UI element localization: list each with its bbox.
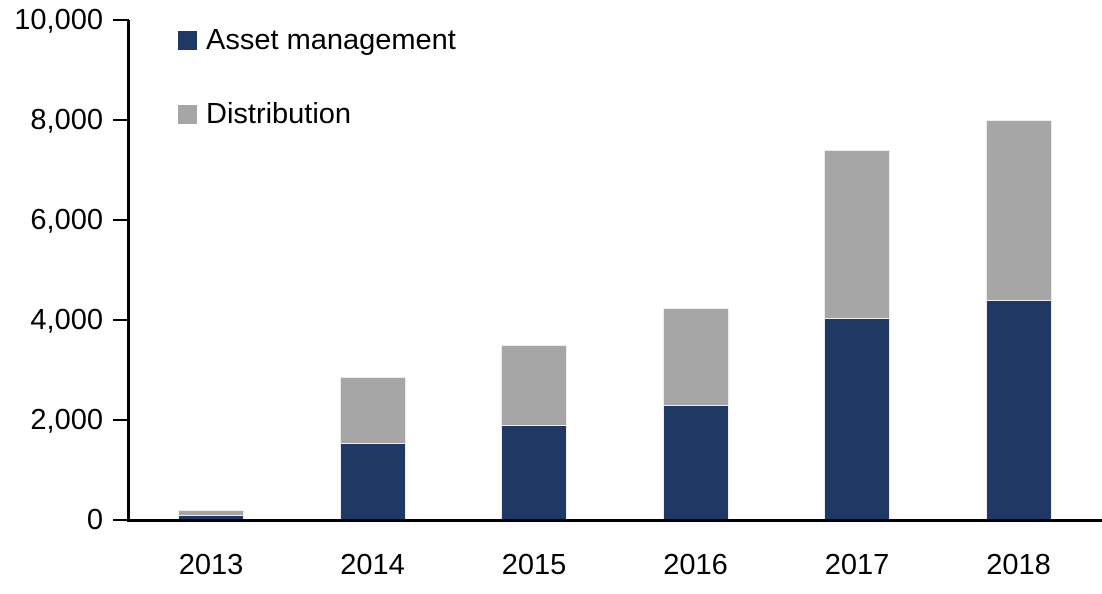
bar-segment-2018-asset-management: [985, 300, 1052, 520]
legend-label: Asset management: [206, 24, 456, 56]
y-axis-tick-label: 8,000: [30, 104, 103, 136]
legend-item-asset-management: Asset management: [178, 24, 456, 56]
bar-segment-2014-distribution: [339, 376, 406, 443]
x-axis-label-2015: 2015: [501, 549, 567, 581]
bar-segment-2013-distribution: [178, 510, 244, 515]
y-axis-tick: [113, 319, 129, 321]
bar-segment-2016-distribution: [662, 307, 729, 405]
bar-segment-2017-asset-management: [824, 317, 890, 520]
x-axis-line: [127, 519, 1102, 522]
legend-swatch-icon: [178, 104, 197, 124]
legend-swatch-icon: [178, 30, 197, 50]
legend-label: Distribution: [206, 98, 352, 130]
y-axis-tick-label: 2,000: [30, 404, 103, 436]
y-axis-tick-label: 6,000: [30, 204, 103, 236]
y-axis-tick-label: 10,000: [14, 4, 103, 36]
bar-segment-2018-distribution: [985, 120, 1052, 300]
y-axis-tick: [113, 119, 129, 121]
y-axis-tick: [113, 219, 129, 221]
x-axis-label-2018: 2018: [986, 549, 1051, 581]
y-axis-tick-label: 0: [86, 504, 103, 536]
bar-segment-2014-asset-management: [339, 442, 406, 520]
legend-item-distribution: Distribution: [178, 98, 352, 130]
bar-segment-2017-distribution: [824, 150, 890, 318]
bar-segment-2013-asset-management: [178, 515, 244, 520]
bar-segment-2016-asset-management: [662, 405, 729, 520]
x-axis-label-2016: 2016: [663, 549, 728, 581]
x-axis-label-2017: 2017: [824, 549, 890, 581]
y-axis-tick: [113, 19, 129, 21]
x-axis-label-2013: 2013: [178, 549, 244, 581]
y-axis-tick: [113, 519, 129, 521]
bar-segment-2015-asset-management: [501, 425, 567, 520]
x-axis-label-2014: 2014: [340, 549, 405, 581]
bar-segment-2015-distribution: [501, 345, 567, 425]
y-axis-tick: [113, 419, 129, 421]
y-axis-line: [127, 20, 130, 522]
y-axis-tick-label: 4,000: [30, 304, 103, 336]
